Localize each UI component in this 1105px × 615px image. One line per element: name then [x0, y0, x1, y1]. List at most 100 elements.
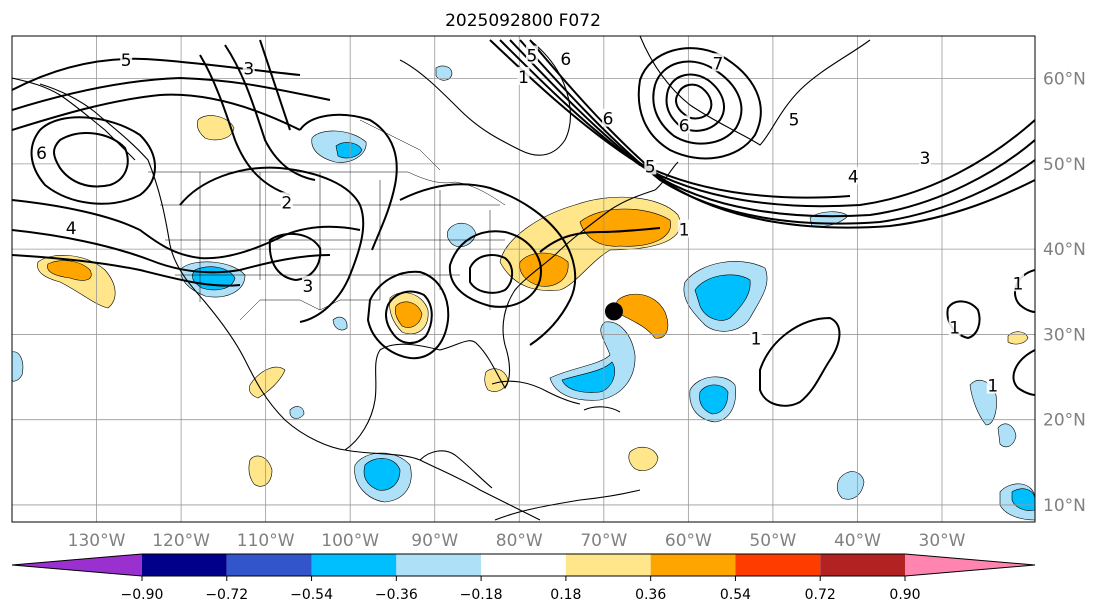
- contour-label: 7: [713, 54, 724, 74]
- contour-label: 2: [281, 193, 292, 213]
- positive-anomaly-canada: [196, 115, 235, 141]
- contour-label: 1: [751, 330, 762, 350]
- contour-greenland-high-3: [665, 73, 725, 132]
- positive-anomaly-east-coast-core: [579, 208, 671, 247]
- colorbar-tick-label: −0.36: [375, 587, 418, 603]
- colorbar-tick-label: 0.72: [805, 587, 836, 603]
- colorbar-ticks: −0.90 −0.72 −0.54 −0.36 −0.18 0.18 0.36 0.54 0.7…: [121, 576, 921, 603]
- contour-low-plains: [268, 232, 322, 282]
- negative-anomaly-subtropical-core: [699, 384, 729, 415]
- colorbar-bin: [820, 554, 905, 576]
- colorbar-tick-label: −0.54: [290, 587, 333, 603]
- colorbar: [11, 553, 1036, 577]
- contour-label-bg: [847, 166, 860, 185]
- contour-gulf-low-outer: [366, 270, 450, 360]
- colorbar-bin: [311, 554, 397, 576]
- contour-greenland-high-1: [637, 47, 762, 160]
- colorbar-tick-label: −0.90: [121, 587, 164, 603]
- lon-label: 90°W: [411, 531, 458, 551]
- contour-label: 1: [987, 377, 998, 397]
- contour-label: 4: [66, 219, 77, 239]
- contour-greenland-high-2: [652, 60, 743, 145]
- contour-east-coast-front: [399, 183, 577, 346]
- contour-label-bg: [242, 58, 255, 77]
- colorbar-tick-label: 0.54: [720, 587, 751, 603]
- contour-label-bg: [948, 317, 961, 336]
- contour-label-bg: [1012, 273, 1025, 292]
- contour-atlantic-jet-5: [489, 39, 851, 199]
- contour-label: 1: [679, 221, 690, 241]
- lat-label: 10°N: [1043, 496, 1086, 516]
- contour-west-trough-3: [12, 254, 241, 287]
- contour-label-bg: [517, 66, 530, 85]
- colorbar-bin: [142, 554, 227, 576]
- latitude-labels: 60°N 50°N 40°N 30°N 20°N 10°N: [1043, 70, 1086, 516]
- contour-north-jet-2: [12, 76, 331, 111]
- colorbar-tick-label: 0.90: [889, 587, 920, 603]
- central-america-coast: [419, 450, 493, 489]
- contour-east-low-inner: [469, 254, 514, 294]
- contour-ridge-west-1: [199, 54, 291, 196]
- lon-label: 100°W: [321, 531, 379, 551]
- lon-label: 70°W: [580, 531, 627, 551]
- map-title: 2025092800 F072: [445, 11, 601, 31]
- contour-label: 4: [848, 168, 859, 188]
- lon-label: 130°W: [68, 531, 126, 551]
- contour-label-bg: [678, 219, 691, 238]
- contour-label: 1: [1013, 274, 1024, 294]
- contour-greenland-high-4: [675, 83, 713, 120]
- contour-atlantic-jet-1: [499, 39, 1035, 208]
- north-america-coast: [39, 83, 679, 521]
- lat-label: 40°N: [1043, 240, 1086, 260]
- positive-anomaly-mexico: [248, 366, 286, 399]
- lat-label: 60°N: [1043, 70, 1086, 90]
- lat-label: 30°N: [1043, 325, 1086, 345]
- contour-trough-plains: [179, 166, 365, 323]
- lon-label: 30°W: [919, 531, 966, 551]
- location-marker: [604, 302, 623, 321]
- contour-north-jet-3: [12, 93, 301, 131]
- negative-anomaly-baja: [289, 406, 305, 419]
- contour-label-bg: [525, 45, 538, 64]
- alaska-coast: [12, 77, 136, 161]
- contour-label-bg: [120, 49, 133, 68]
- contour-label-bg: [788, 109, 801, 128]
- lon-label: 40°W: [834, 531, 881, 551]
- negative-anomaly-pacific-south-core: [363, 458, 401, 491]
- colorbar-bin: [481, 554, 566, 576]
- contour-ridge-west-3: [259, 39, 291, 131]
- contour-label: 3: [243, 59, 254, 79]
- coastlines: [12, 36, 871, 521]
- colorbar-extend-max: [905, 554, 1035, 576]
- contour-label: 6: [679, 117, 690, 137]
- contour-label: 5: [645, 157, 656, 177]
- lon-label: 60°W: [665, 531, 712, 551]
- colorbar-bin: [396, 554, 482, 576]
- contour-label: 6: [560, 50, 571, 70]
- contour-far-east-edge-2: [1012, 349, 1035, 396]
- contour-label-bg: [919, 147, 932, 166]
- colorbar-tick-label: −0.18: [460, 587, 503, 603]
- contour-label: 5: [121, 51, 132, 71]
- negative-anomaly-great-lakes-west-core: [335, 142, 363, 159]
- longitude-labels: 130°W 120°W 110°W 100°W 90°W 80°W 70°W 60°W 50°W…: [68, 531, 966, 551]
- contour-pacific-high: [30, 116, 156, 205]
- contour-gulf-low-inner: [385, 290, 433, 344]
- contour-label-bg: [35, 142, 48, 161]
- contour-east-low-outer: [448, 230, 542, 308]
- contour-label-bg: [65, 217, 78, 236]
- lat-label: 20°N: [1043, 411, 1086, 431]
- contour-label-bg: [750, 328, 762, 347]
- positive-anomaly-florida: [484, 368, 509, 392]
- lon-label: 50°W: [749, 531, 796, 551]
- contour-great-lakes: [299, 113, 398, 251]
- contour-east-coast-trough: [539, 227, 661, 253]
- contour-west-trough-1: [12, 199, 361, 260]
- contour-ridge-west-2: [224, 44, 316, 181]
- positive-anomaly-pacific-core: [47, 260, 92, 281]
- positive-anomaly-midatlantic-core: [519, 252, 569, 287]
- contour-label: 3: [920, 149, 931, 169]
- colorbar-tick-label: −0.72: [205, 587, 248, 603]
- south-america-coast: [494, 489, 641, 521]
